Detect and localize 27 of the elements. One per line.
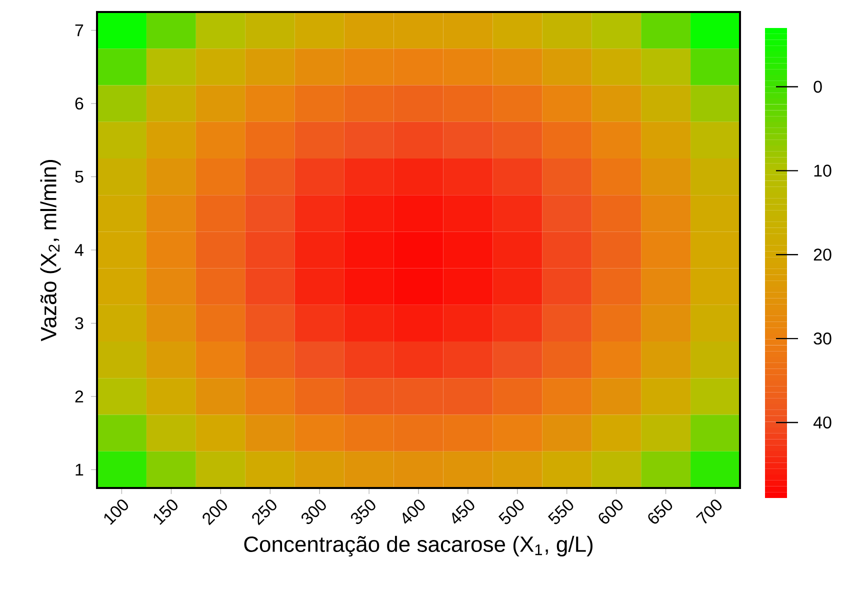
x-tick-label: 100 bbox=[104, 500, 128, 525]
x-tick-label: 150 bbox=[154, 500, 178, 525]
color-bar-label: 40 bbox=[813, 416, 832, 428]
color-bar-label: 20 bbox=[814, 248, 832, 261]
x-tick-label: 450 bbox=[452, 500, 474, 524]
color-bar-label: 0 bbox=[814, 80, 822, 93]
x-tick-label: 650 bbox=[648, 500, 672, 524]
color-bar-label: 30 bbox=[814, 332, 832, 345]
x-tick-label: 700 bbox=[696, 500, 722, 524]
y-tick-label: 6 bbox=[75, 98, 84, 110]
x-tick-label: 250 bbox=[252, 500, 276, 526]
y-tick-label: 4 bbox=[74, 244, 84, 256]
y-tick-label: 2 bbox=[75, 390, 84, 402]
x-tick-label: 200 bbox=[202, 500, 227, 526]
y-axis-title: Vazão (X$_{2}$, ml/min) bbox=[40, 160, 61, 342]
x-tick-label: 600 bbox=[598, 500, 623, 524]
x-tick-label: 400 bbox=[402, 500, 425, 524]
y-tick-label: 7 bbox=[75, 24, 84, 36]
x-tick-label: 500 bbox=[498, 500, 524, 524]
x-tick-label: 550 bbox=[548, 500, 574, 524]
color-bar-label: 10 bbox=[814, 164, 832, 177]
x-axis-title: Concentração de sacarose (X$_{1}$, g/L) bbox=[244, 536, 592, 556]
y-tick-label: 5 bbox=[75, 170, 84, 183]
y-tick-label: 3 bbox=[75, 317, 84, 330]
x-tick-label: 300 bbox=[302, 500, 326, 524]
y-tick-label: 1 bbox=[76, 464, 84, 476]
x-tick-label: 350 bbox=[350, 500, 376, 524]
